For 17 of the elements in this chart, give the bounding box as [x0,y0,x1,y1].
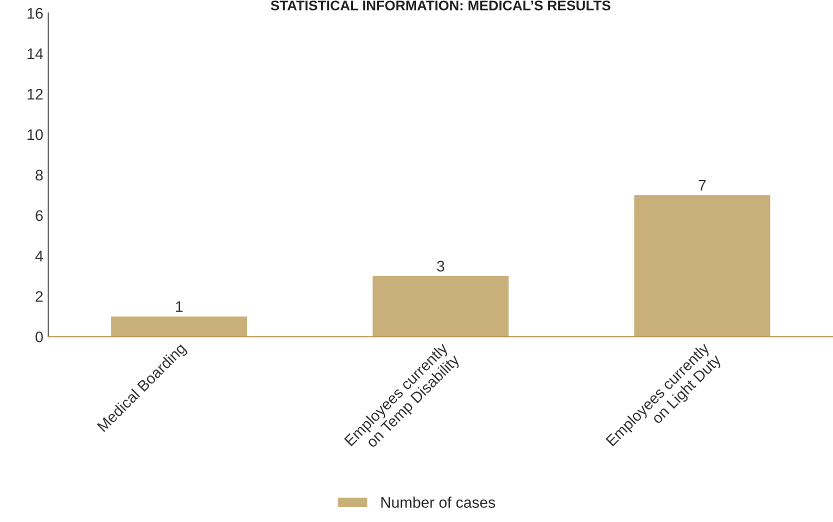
y-tick-label: 16 [28,8,43,19]
data-label: 3 [436,260,444,272]
y-tick-label: 14 [28,48,44,60]
y-tick-label: 6 [36,210,43,222]
data-label: 1 [176,301,183,312]
bar [634,195,770,337]
y-tick-label: 0 [36,332,43,342]
bar [111,316,248,337]
legend-label: Number of cases [381,496,496,508]
chart-title: STATISTICAL INFORMATION: MEDICAL’S RESULTS [270,0,610,10]
y-tick-label: 10 [28,129,43,140]
y-tick-label: 4 [35,250,44,262]
data-label: 7 [698,180,706,191]
y-tick-label: 2 [36,291,43,302]
bar [372,276,509,337]
y-tick-label: 12 [28,88,43,100]
y-tick-label: 8 [36,170,43,181]
